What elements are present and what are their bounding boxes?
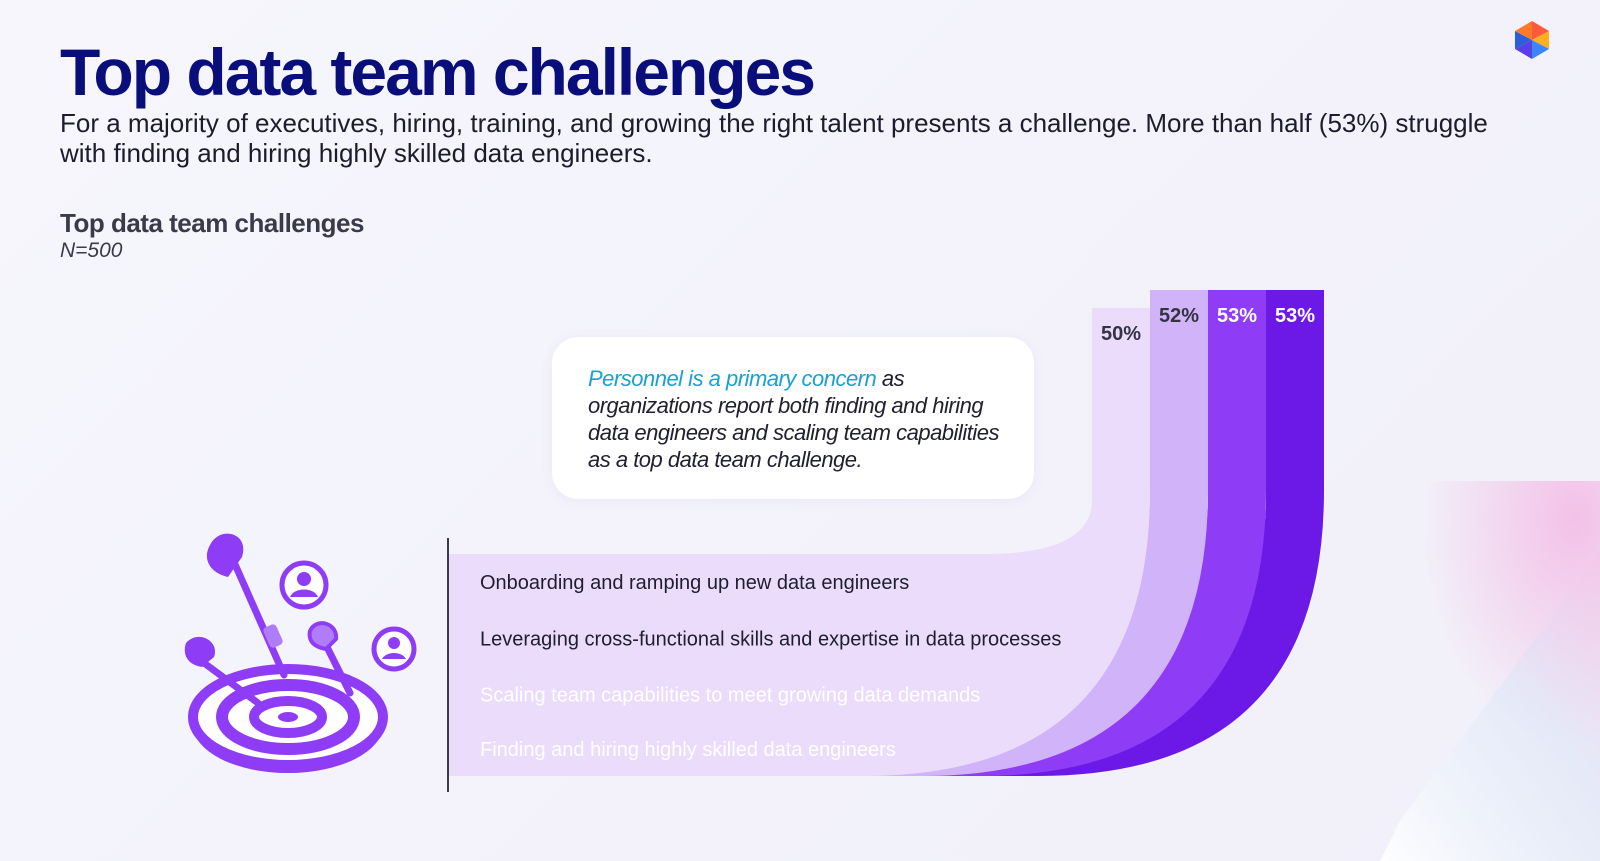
chart-value-label: 53% [1275, 305, 1315, 327]
callout-body: as organizations report both finding and… [588, 366, 999, 472]
chart-category-label: Leveraging cross-functional skills and e… [480, 629, 1061, 651]
page-title: Top data team challenges [60, 35, 816, 109]
decorative-gradient-shape [1340, 481, 1600, 861]
chart-value-label: 50% [1101, 323, 1141, 345]
chart-category-label: Onboarding and ramping up new data engin… [480, 572, 909, 594]
chart-title: Top data team challenges [60, 208, 364, 238]
chart-value-label: 52% [1159, 305, 1199, 327]
chart-value-label: 53% [1217, 305, 1257, 327]
dartboard-target-icon [184, 533, 417, 773]
chart-category-label: Scaling team capabilities to meet growin… [480, 685, 980, 707]
chart-bar-1 [448, 308, 1150, 776]
chart-category-label: Finding and hiring highly skilled data e… [480, 739, 896, 761]
callout-box: Personnel is a primary concern as organi… [552, 337, 1034, 499]
hexagon-logo-icon [1515, 21, 1549, 59]
callout-highlight: Personnel is a primary concern [588, 366, 877, 391]
chart-sample-size: N=500 [60, 239, 123, 262]
callout-text: Personnel is a primary concern as organi… [588, 365, 1018, 473]
page-subtitle: For a majority of executives, hiring, tr… [60, 108, 1488, 168]
